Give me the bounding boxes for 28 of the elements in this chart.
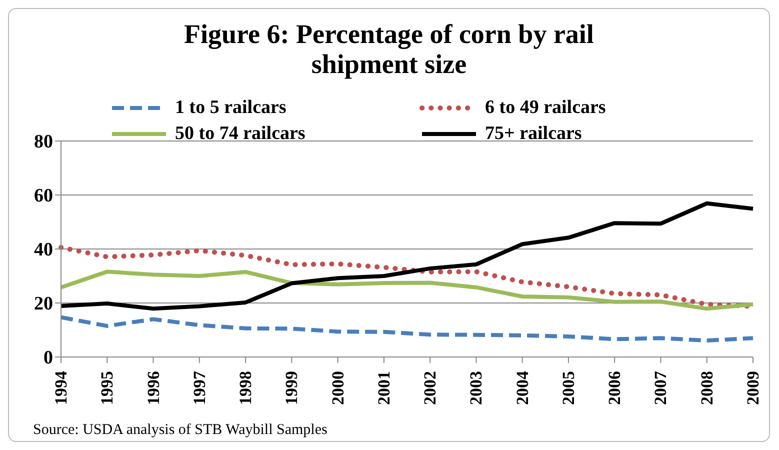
x-tick-label: 1997: [190, 370, 209, 405]
x-tick-label: 1994: [52, 370, 70, 405]
x-tick-label: 1995: [98, 371, 117, 405]
source-note: Source: USDA analysis of STB Waybill Samples: [33, 422, 328, 439]
legend-label: 1 to 5 railcars: [175, 97, 286, 119]
x-tick-label: 2003: [466, 371, 486, 405]
x-tick-label: 2005: [558, 371, 578, 405]
chart-title: Figure 6: Percentage of corn by rail shipment size: [183, 19, 595, 79]
x-tick-label: 2000: [328, 371, 348, 405]
x-tick-label: 2001: [374, 371, 394, 405]
legend-label: 50 to 74 railcars: [175, 123, 306, 145]
x-tick-label: 2007: [651, 370, 670, 405]
x-tick-label: 2006: [605, 371, 624, 405]
x-tick-label: 2009: [744, 371, 762, 405]
x-tick-label: 2004: [512, 370, 532, 405]
x-tick-label: 1999: [282, 371, 302, 405]
y-tick-label: 40: [34, 240, 53, 261]
x-tick-label: 1998: [236, 371, 256, 405]
x-tick-label: 1996: [144, 371, 163, 405]
line-series: [59, 315, 755, 343]
legend-label: 75+ railcars: [485, 123, 582, 145]
y-tick-label: 80: [34, 132, 53, 153]
y-tick-label: 60: [34, 186, 53, 207]
legend-label: 6 to 49 railcars: [485, 97, 606, 119]
y-tick-label: 20: [34, 294, 53, 315]
x-tick-label: 2008: [697, 371, 716, 405]
x-tick-label: 2002: [420, 371, 440, 405]
y-tick-label: 0: [44, 348, 53, 369]
